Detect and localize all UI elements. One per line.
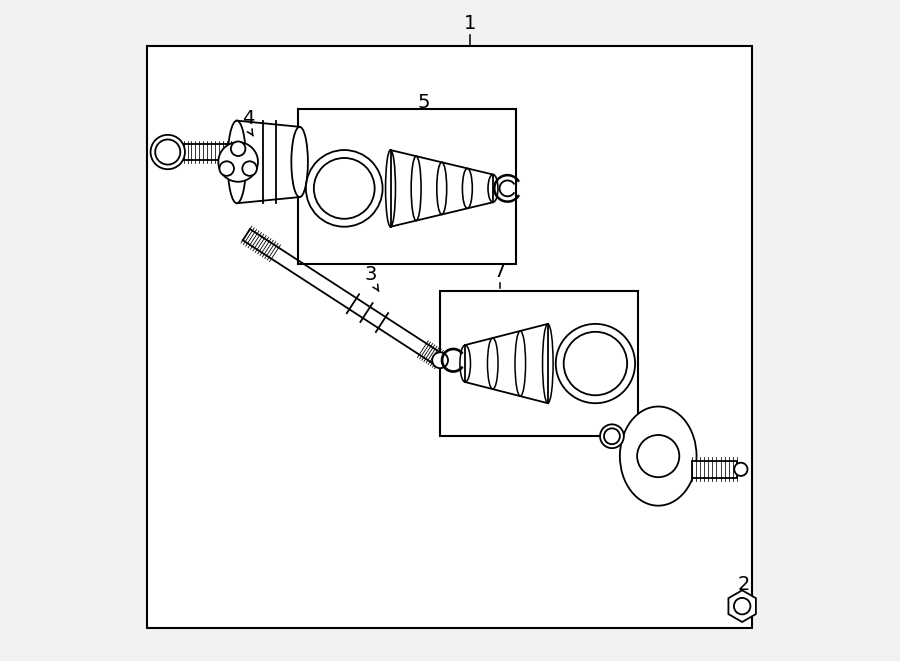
Ellipse shape <box>488 338 498 389</box>
Circle shape <box>155 139 180 165</box>
Text: 7: 7 <box>493 262 506 280</box>
Bar <box>298 109 516 264</box>
Circle shape <box>604 428 620 444</box>
Circle shape <box>637 435 680 477</box>
Ellipse shape <box>463 169 473 208</box>
Circle shape <box>150 135 184 169</box>
Ellipse shape <box>228 120 246 204</box>
Ellipse shape <box>385 150 395 227</box>
Circle shape <box>314 158 374 219</box>
Circle shape <box>219 142 258 182</box>
Circle shape <box>432 352 448 368</box>
Text: 3: 3 <box>364 265 377 284</box>
Circle shape <box>306 150 382 227</box>
Ellipse shape <box>620 407 697 506</box>
Ellipse shape <box>460 345 471 382</box>
Ellipse shape <box>515 331 526 396</box>
Text: 1: 1 <box>464 14 476 32</box>
Text: 5: 5 <box>418 93 430 112</box>
Text: 4: 4 <box>242 110 255 128</box>
Bar <box>440 291 638 436</box>
Ellipse shape <box>543 324 553 403</box>
Bar <box>184 144 230 160</box>
Ellipse shape <box>488 175 498 202</box>
Text: 2: 2 <box>738 576 751 594</box>
Bar <box>148 46 752 628</box>
Ellipse shape <box>292 127 308 197</box>
Circle shape <box>734 598 751 614</box>
Circle shape <box>734 463 748 476</box>
Circle shape <box>556 324 635 403</box>
Circle shape <box>600 424 624 448</box>
Text: 6: 6 <box>632 424 644 442</box>
Circle shape <box>242 161 256 176</box>
Ellipse shape <box>411 156 421 221</box>
Polygon shape <box>728 590 756 622</box>
Bar <box>692 461 737 478</box>
Circle shape <box>220 161 234 176</box>
Circle shape <box>231 141 246 156</box>
Circle shape <box>563 332 627 395</box>
Ellipse shape <box>436 163 446 215</box>
